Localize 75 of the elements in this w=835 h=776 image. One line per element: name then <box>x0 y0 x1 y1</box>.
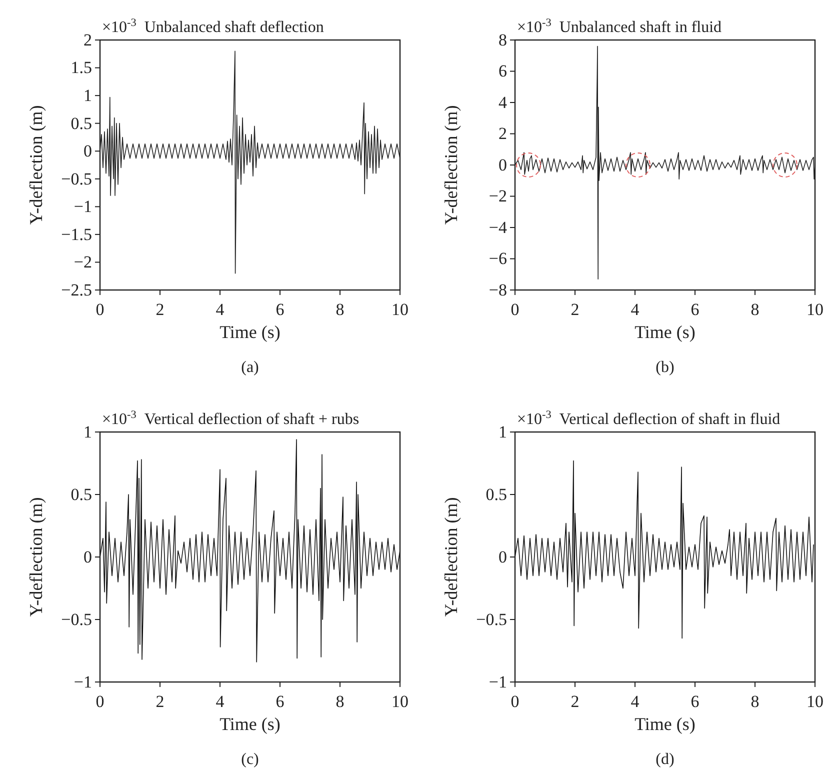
y-axis-title: Y-deflection (m) <box>441 497 461 617</box>
y-tick-label: 1.5 <box>70 58 92 78</box>
text: ×10$^{-3}$ <box>102 409 137 428</box>
y-tick-label: 0 <box>498 547 507 566</box>
x-tick-label: 4 <box>630 692 640 711</box>
line-series <box>514 460 814 639</box>
x-tick-label: 10 <box>806 300 824 319</box>
y-tick-label: −0.5 <box>61 169 92 188</box>
x-tick-label: 10 <box>392 692 408 711</box>
x-tick-label: 2 <box>570 300 580 319</box>
y-tick-label: −8 <box>488 280 507 300</box>
x-tick-label: 8 <box>750 692 760 711</box>
x-tick-label: 8 <box>336 692 344 711</box>
x-tick-label: 4 <box>216 692 225 711</box>
x-tick-label: 2 <box>156 300 164 319</box>
y-tick-label: 1 <box>84 86 92 105</box>
y-axis-title: Y-deflection (m) <box>441 105 461 225</box>
y-tick-label: 6 <box>498 62 507 81</box>
y-tick-label: −0.5 <box>476 610 507 629</box>
x-tick-label: 10 <box>392 300 408 319</box>
x-axis-title: Time (s) <box>220 714 280 734</box>
x-tick-label: 4 <box>216 300 225 319</box>
y-tick-label: −6 <box>488 249 507 268</box>
y-tick-label: −1 <box>74 672 92 692</box>
text: ×10$^{-3}$ <box>517 409 552 428</box>
y-tick-label: 0.5 <box>70 114 92 133</box>
chart-title: Vertical deflection of shaft + rubs <box>144 411 360 428</box>
y-tick-label: 1 <box>84 422 92 442</box>
y-tick-label: 2 <box>84 30 92 50</box>
x-tick-label: 8 <box>750 300 760 319</box>
x-tick-label: 4 <box>630 300 640 319</box>
text: ×10$^{-3}$ <box>102 17 137 36</box>
line-series <box>100 439 400 662</box>
y-tick-label: 0 <box>84 142 92 161</box>
x-axis-title: Time (s) <box>634 322 696 342</box>
text: (c) <box>241 751 259 768</box>
y-tick-label: −2 <box>488 186 507 206</box>
y-tick-label: −2 <box>74 252 92 272</box>
x-tick-label: 2 <box>156 692 164 711</box>
x-tick-label: 0 <box>510 692 520 711</box>
x-tick-label: 8 <box>336 300 344 319</box>
y-tick-label: −1.5 <box>61 224 92 244</box>
chart-title: Unbalanced shaft in fluid <box>559 19 722 36</box>
x-tick-label: 10 <box>806 692 824 711</box>
y-tick-label: 0.5 <box>486 484 507 504</box>
x-tick-label: 0 <box>96 300 104 319</box>
y-tick-label: 4 <box>498 92 508 112</box>
x-tick-label: 6 <box>276 692 284 711</box>
text: (b) <box>656 359 674 376</box>
x-axis-title: Time (s) <box>220 322 280 342</box>
chart-title: Unbalanced shaft deflection <box>144 19 324 36</box>
y-tick-label: −0.5 <box>61 610 92 629</box>
y-tick-label: 1 <box>498 422 507 442</box>
text: (a) <box>241 359 259 376</box>
x-tick-label: 2 <box>570 692 580 711</box>
x-tick-label: 0 <box>96 692 104 711</box>
x-axis-title: Time (s) <box>634 714 696 734</box>
y-tick-label: 2 <box>498 124 507 144</box>
y-axis-title: Y-deflection (m) <box>26 497 46 617</box>
text: (d) <box>656 751 674 768</box>
y-tick-label: 0 <box>498 155 507 174</box>
y-axis-title: Y-deflection (m) <box>26 105 46 225</box>
x-tick-label: 6 <box>690 692 700 711</box>
text: ×10$^{-3}$ <box>517 17 552 36</box>
y-tick-label: 0 <box>84 547 92 566</box>
y-tick-label: −1 <box>74 197 92 216</box>
y-tick-label: −4 <box>488 218 508 237</box>
x-tick-label: 6 <box>276 300 284 319</box>
x-tick-label: 6 <box>690 300 700 319</box>
y-tick-label: 8 <box>498 30 507 50</box>
chart-title: Vertical deflection of shaft in fluid <box>559 411 780 428</box>
x-tick-label: 0 <box>510 300 520 319</box>
y-tick-label: 0.5 <box>70 484 92 504</box>
y-tick-label: −2.5 <box>61 280 92 300</box>
y-tick-label: −1 <box>488 672 507 692</box>
